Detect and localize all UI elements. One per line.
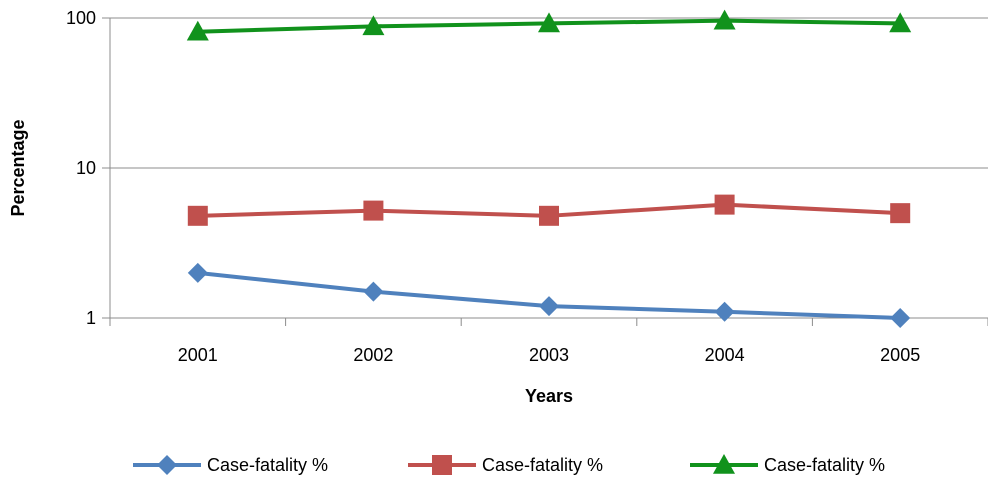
data-point	[890, 203, 911, 224]
data-point	[538, 12, 560, 33]
legend-label: Case-fatality %	[207, 455, 328, 475]
data-point	[187, 262, 208, 283]
data-point	[714, 194, 735, 215]
x-tick-label: 2001	[178, 345, 218, 365]
y-tick-label: 100	[66, 8, 96, 28]
data-point	[187, 205, 208, 226]
series-1	[187, 262, 911, 328]
data-point	[363, 200, 384, 221]
legend-item: Case-fatality %	[133, 455, 328, 475]
x-tick-label: 2003	[529, 345, 569, 365]
y-axis-title: Percentage	[8, 119, 28, 216]
x-tick-label: 2002	[353, 345, 393, 365]
y-tick-label: 10	[76, 158, 96, 178]
data-point	[889, 12, 912, 33]
legend-marker	[432, 455, 452, 475]
x-axis-title: Years	[525, 386, 573, 406]
y-tick-label: 1	[86, 308, 96, 328]
data-point	[539, 296, 559, 317]
data-point	[890, 308, 911, 328]
data-point	[714, 301, 735, 322]
data-point	[186, 20, 209, 41]
x-tick-label: 2005	[880, 345, 920, 365]
series-group	[186, 9, 912, 328]
legend-label: Case-fatality %	[764, 455, 885, 475]
legend-marker	[713, 454, 735, 474]
gridlines	[110, 17, 988, 169]
legend-item: Case-fatality %	[690, 454, 885, 475]
data-point	[362, 15, 385, 36]
axes: 1 10 100 2001 2002 2003 2004 2005	[66, 8, 988, 365]
data-point	[713, 9, 736, 30]
legend: Case-fatality % Case-fatality % Case-fatal…	[133, 454, 885, 475]
legend-item: Case-fatality %	[408, 455, 603, 475]
legend-label: Case-fatality %	[482, 455, 603, 475]
data-point	[539, 205, 559, 226]
series-2	[187, 194, 911, 226]
legend-marker	[157, 455, 177, 475]
series-3	[186, 9, 912, 41]
x-tick-label: 2004	[705, 345, 745, 365]
data-point	[363, 281, 384, 302]
